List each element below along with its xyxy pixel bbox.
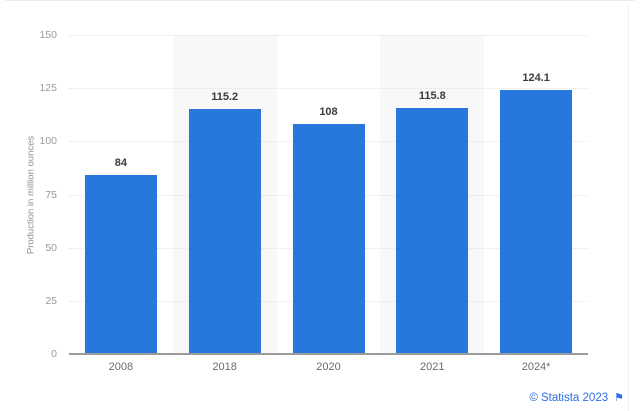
y-tick-label: 125 [39,82,57,95]
x-axis-label: 2024* [521,361,551,373]
y-tick-label: 100 [39,135,57,148]
footer: © Statista 2023 ⚑ [529,392,624,404]
y-tick-label: 50 [45,241,57,254]
bar-value-label: 108 [319,106,338,119]
bar-2018[interactable] [188,109,261,353]
bar-2021[interactable] [396,107,469,353]
x-axis-label: 2020 [316,361,341,373]
bar-value-label: 115.2 [211,91,239,103]
y-tick-label: 75 [45,188,57,201]
y-tick-label: 150 [39,29,57,41]
bar-2008[interactable] [84,175,157,353]
bar-2020[interactable] [292,124,365,353]
x-axis-label: 2021 [420,361,445,373]
statista-copyright-link[interactable]: © Statista 2023 [529,392,609,404]
y-tick-label: 0 [51,348,57,360]
gridline [69,35,588,36]
x-axis-label: 2018 [212,361,237,373]
y-tick-label: 25 [45,294,57,307]
x-axis-line [69,353,588,355]
flag-icon[interactable]: ⚑ [614,391,624,404]
bar-value-label: 84 [114,157,128,170]
bar-value-label: 115.8 [418,89,446,102]
x-axis-label: 2008 [108,361,134,373]
bar-value-label: 124.1 [522,72,550,85]
gridline [69,88,588,90]
bar-2024*[interactable] [500,90,573,353]
